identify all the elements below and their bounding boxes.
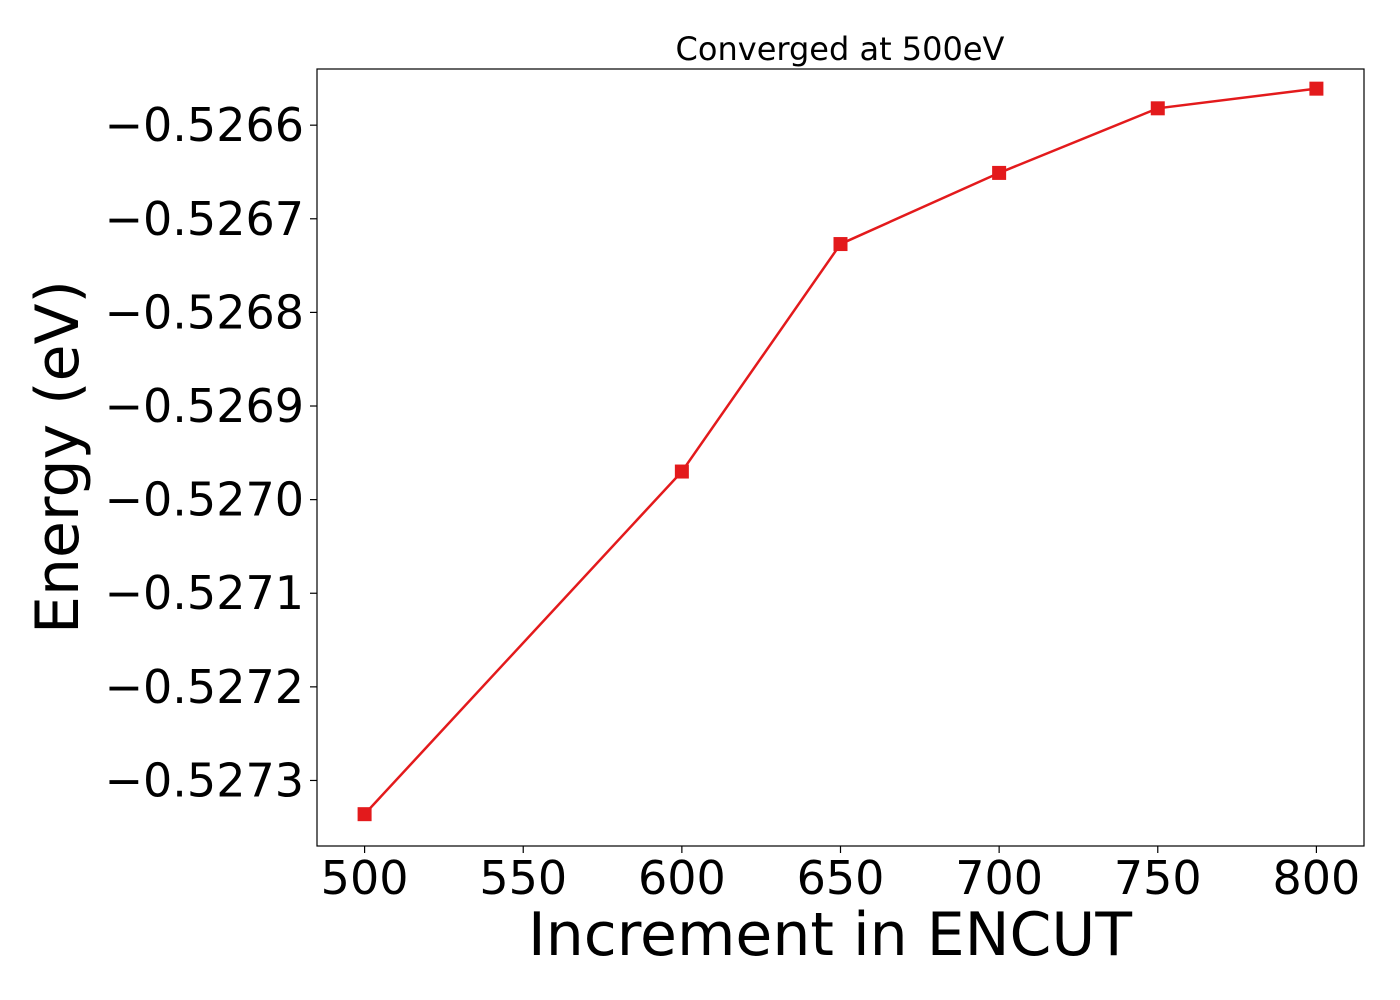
chart-title: Converged at 500eV xyxy=(676,30,1005,68)
y-tick-label: −0.5272 xyxy=(105,660,305,714)
x-axis-label: Increment in ENCUT xyxy=(528,900,1132,970)
x-tick-label: 650 xyxy=(797,851,885,905)
y-tick-label: −0.5271 xyxy=(105,566,305,620)
y-tick-label: −0.5269 xyxy=(105,379,305,433)
y-tick-label: −0.5273 xyxy=(105,753,305,807)
x-tick-label: 800 xyxy=(1273,851,1361,905)
data-point-marker xyxy=(357,807,372,822)
plot-area xyxy=(316,68,1365,847)
x-tick-label: 500 xyxy=(321,851,409,905)
y-tick-label: −0.5270 xyxy=(105,473,305,527)
y-tick-label: −0.5267 xyxy=(105,192,305,246)
x-tick-label: 750 xyxy=(1114,851,1202,905)
x-tick-label: 550 xyxy=(479,851,567,905)
series-line xyxy=(363,87,1317,816)
y-tick-label: −0.5266 xyxy=(105,98,305,152)
data-point-marker xyxy=(1150,101,1165,116)
plot-frame xyxy=(316,68,1365,847)
y-axis-label: Energy (eV) xyxy=(23,280,93,634)
data-point-marker xyxy=(833,237,848,252)
series-layer xyxy=(357,81,1324,822)
y-tick-label: −0.5268 xyxy=(105,285,305,339)
data-point-marker xyxy=(992,165,1007,180)
data-point-marker xyxy=(1309,81,1324,96)
x-tick-label: 700 xyxy=(955,851,1043,905)
x-axis-ticks: 500 550 600 650 700 750 800 xyxy=(321,846,1361,905)
data-point-marker xyxy=(674,464,689,479)
x-tick-label: 600 xyxy=(638,851,726,905)
y-axis-ticks: −0.5273 −0.5272 −0.5271 −0.5270 −0.5269 −0.52… xyxy=(105,98,317,807)
